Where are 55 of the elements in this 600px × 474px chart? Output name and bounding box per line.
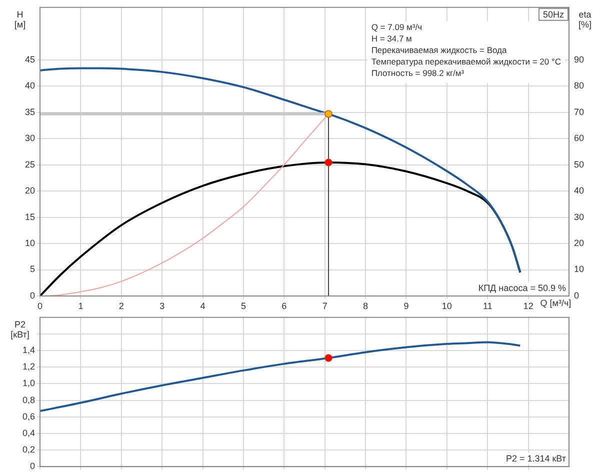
y-tick-label: 35 xyxy=(24,106,35,117)
y-tick-label: 45 xyxy=(24,54,35,64)
x-tick-label: 5 xyxy=(240,300,246,311)
y-tick-label: 40 xyxy=(24,80,35,91)
x-tick-label: 10 xyxy=(442,300,452,311)
y2-tick-label: 10 xyxy=(574,264,584,274)
y2-tick-label: 60 xyxy=(574,133,584,144)
x-tick-label: 9 xyxy=(404,300,409,311)
annotation: Плотность = 998.2 кг/м³ xyxy=(371,68,464,78)
y-axis-title: H [м] xyxy=(14,9,26,30)
y-tick-label: 1,2 xyxy=(22,362,35,372)
y2-tick-label: 50 xyxy=(574,159,584,170)
y-tick-label: 1,4 xyxy=(22,345,35,356)
x-tick-label: 0 xyxy=(37,300,43,311)
y-tick-label: 25 xyxy=(24,159,35,170)
annotation: Q = 7.09 м³/ч xyxy=(371,22,422,32)
y-tick-label: 0,4 xyxy=(22,428,35,438)
x-tick-label: 7 xyxy=(322,300,328,311)
line-series xyxy=(40,341,522,412)
y2-tick-label: 80 xyxy=(574,80,584,91)
x-tick-label: 12 xyxy=(523,300,534,311)
y-tick-label: 1,0 xyxy=(22,378,35,388)
y-tick-label: 10 xyxy=(24,238,35,248)
y-tick-label: 0,8 xyxy=(22,394,35,405)
y-tick-label: 5 xyxy=(30,264,35,274)
annotation: Перекачиваемая жидкость = Вода xyxy=(371,44,508,55)
annotation: Температура перекачиваемой жидкости = 20 °C xyxy=(371,56,562,66)
y2-tick-label: 0 xyxy=(574,290,580,300)
y2-tick-label: 90 xyxy=(574,54,584,64)
x-tick-label: 2 xyxy=(118,300,124,311)
y-tick-label: 0,6 xyxy=(22,411,35,422)
x-tick-label: 1 xyxy=(78,300,84,311)
annotation: H = 34.7 м xyxy=(371,33,412,44)
y2-tick-label: 40 xyxy=(574,186,584,196)
y-tick-label: 20 xyxy=(24,186,35,196)
chart-title: 50Hz xyxy=(542,9,564,20)
x-tick-label: 6 xyxy=(282,300,287,311)
line-series xyxy=(40,67,522,273)
x-tick-label: 8 xyxy=(363,300,368,311)
y-tick-label: 0,2 xyxy=(22,444,35,455)
y-tick-label: 0 xyxy=(30,290,35,300)
y-tick-label: 15 xyxy=(24,212,35,222)
y2-tick-label: 20 xyxy=(574,238,584,248)
y2-axis-title: eta [%] xyxy=(578,9,592,30)
x-tick-label: 11 xyxy=(482,300,492,311)
annotation: P2 = 1.314 кВт xyxy=(506,454,566,464)
y2-tick-label: 30 xyxy=(574,212,584,222)
annotation: КПД насоса = 50.9 % xyxy=(478,282,566,293)
y-axis-title: P2 [кВт] xyxy=(10,319,30,340)
x-axis-title: Q [м³/ч] xyxy=(540,298,572,308)
y-tick-label: 0 xyxy=(30,461,35,472)
y2-tick-label: 70 xyxy=(574,106,584,117)
x-tick-label: 3 xyxy=(160,300,165,311)
x-tick-label: 4 xyxy=(200,300,206,311)
y-tick-label: 30 xyxy=(24,133,35,144)
